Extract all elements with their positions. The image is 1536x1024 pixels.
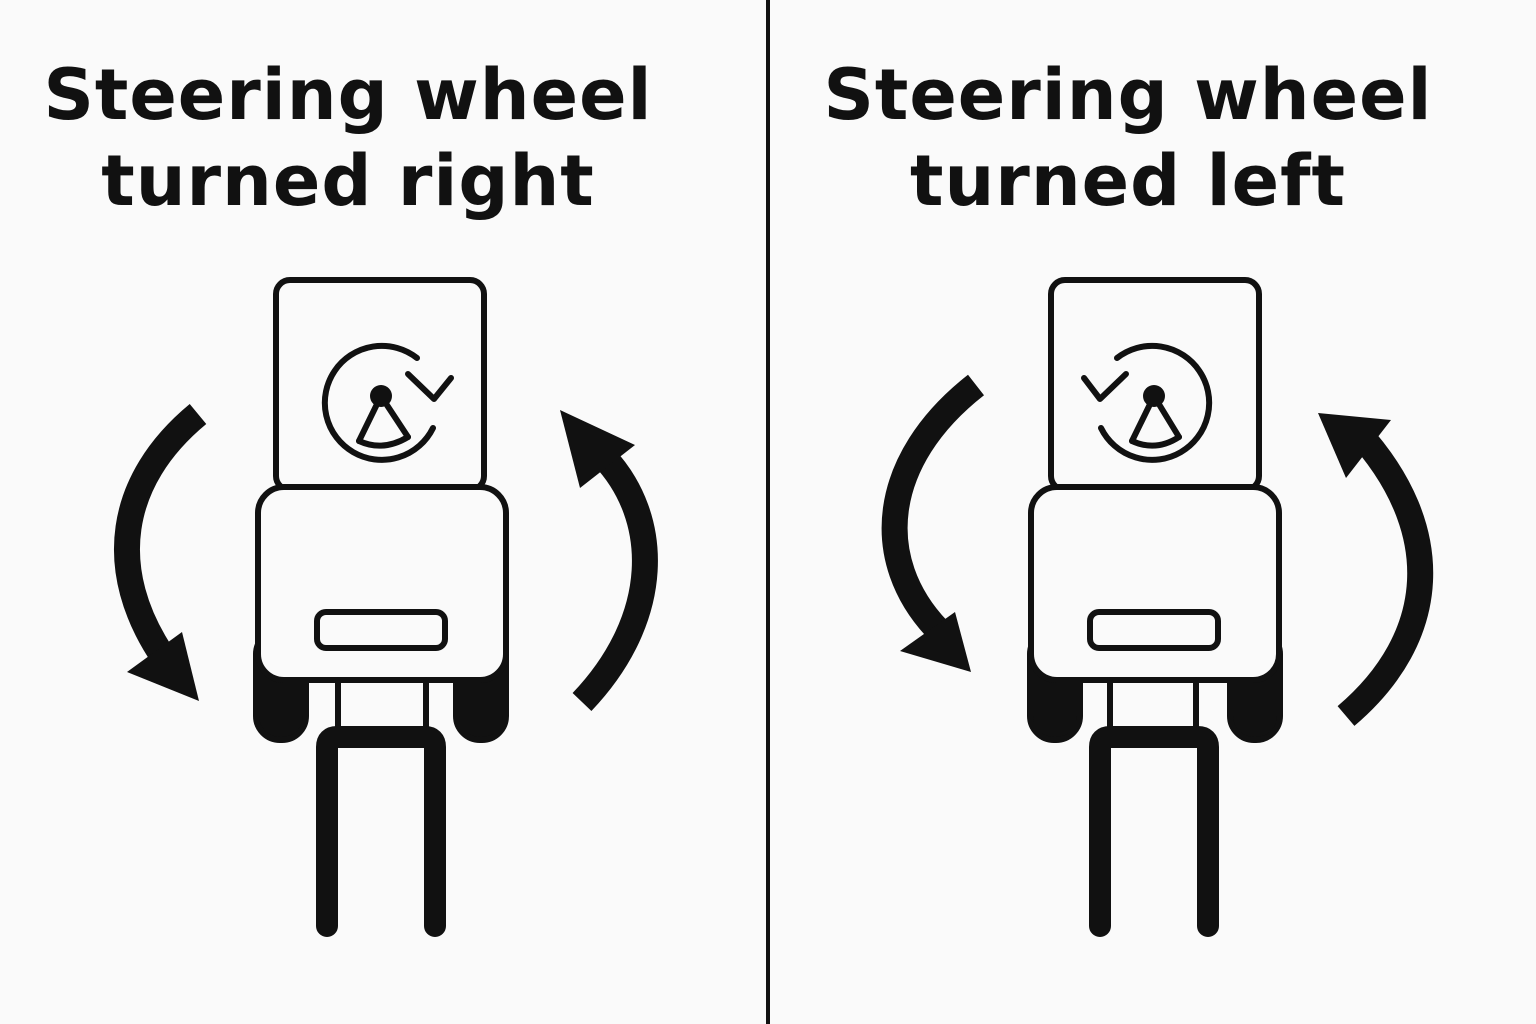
title-line-1: Steering wheel <box>823 54 1433 136</box>
fork-left <box>1089 726 1219 937</box>
title-line-2: turned right <box>101 140 595 222</box>
vehicle-figure <box>881 277 1434 937</box>
panel-turned-right: Steering wheel turned right <box>0 52 732 937</box>
panel-divider <box>766 0 770 1024</box>
rotation-arrow-left <box>114 403 207 701</box>
fork-left <box>316 726 446 937</box>
rotation-arrow-left <box>881 374 985 672</box>
panel-title: Steering wheel turned left <box>744 52 1512 224</box>
title-line-1: Steering wheel <box>43 54 653 136</box>
steering-wheel-icon <box>321 342 454 463</box>
panel-turned-left: Steering wheel turned left <box>768 0 1536 1024</box>
fork-inner <box>327 747 435 926</box>
panel-title: Steering wheel turned right <box>0 52 732 224</box>
rotation-arrow-right <box>1318 413 1434 726</box>
main-body <box>1028 484 1282 683</box>
rotation-arrow-right <box>560 410 658 711</box>
steering-wheel-icon <box>1081 342 1213 463</box>
main-body <box>255 484 509 683</box>
title-line-2: turned left <box>910 140 1346 222</box>
license-plate <box>1087 609 1221 651</box>
license-plate <box>314 609 448 651</box>
vehicle-figure <box>114 277 658 937</box>
